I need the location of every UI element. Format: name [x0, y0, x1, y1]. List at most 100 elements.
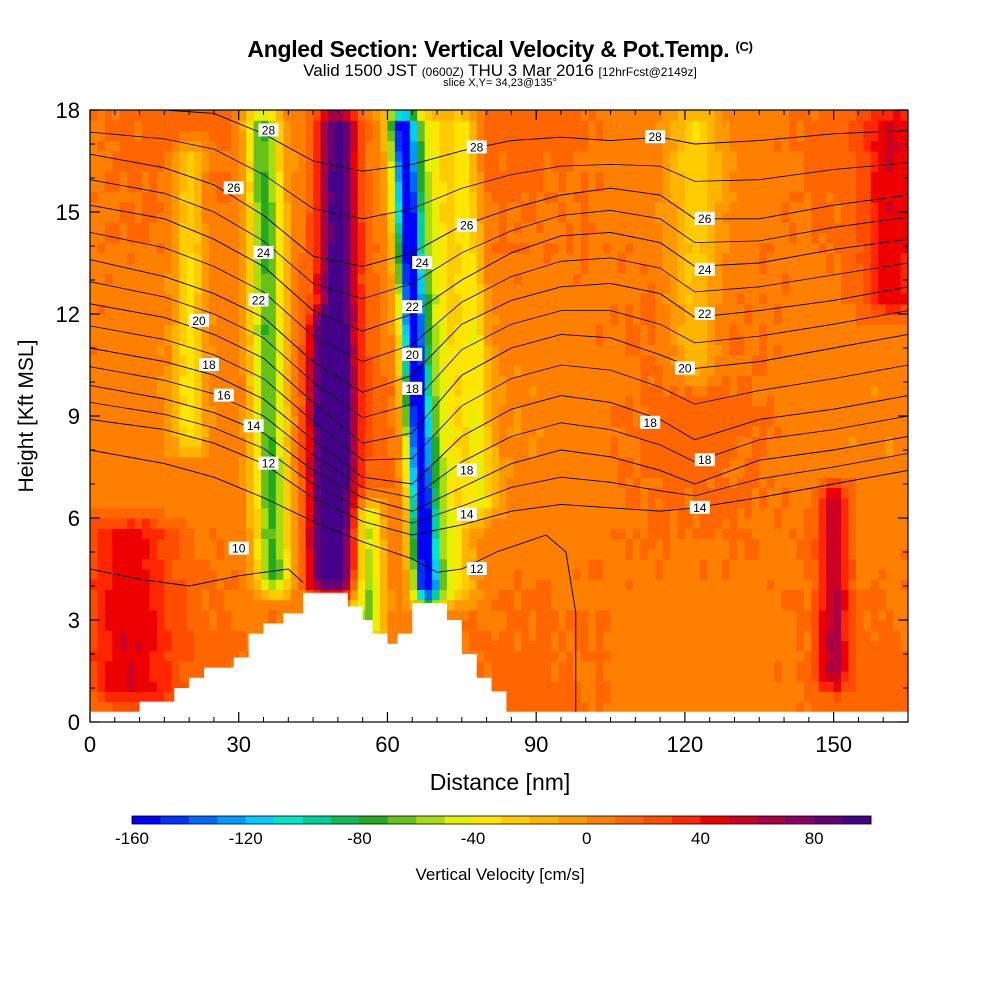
velocity-cell	[558, 365, 567, 376]
velocity-cell	[350, 365, 359, 376]
velocity-cell	[543, 201, 552, 213]
velocity-cell	[573, 487, 582, 499]
velocity-cell	[142, 181, 151, 193]
velocity-cell	[253, 518, 262, 529]
velocity-cell	[684, 487, 693, 499]
velocity-cell	[283, 456, 292, 468]
velocity-cell	[298, 538, 307, 550]
velocity-cell	[551, 395, 560, 407]
velocity-cell	[342, 354, 351, 366]
velocity-cell	[112, 110, 121, 121]
velocity-cell	[387, 538, 396, 550]
velocity-cell	[142, 477, 151, 488]
velocity-cell	[528, 263, 537, 274]
velocity-cell	[90, 130, 99, 142]
velocity-cell	[268, 283, 277, 295]
velocity-cell	[491, 416, 500, 427]
velocity-cell	[164, 273, 173, 284]
velocity-cell	[357, 222, 366, 233]
velocity-cell	[372, 201, 381, 213]
velocity-cell	[536, 650, 545, 662]
velocity-cell	[640, 110, 649, 121]
velocity-cell	[551, 426, 560, 437]
velocity-cell	[335, 324, 344, 335]
velocity-cell	[104, 528, 113, 539]
velocity-cell	[246, 212, 255, 223]
velocity-cell	[327, 507, 336, 519]
velocity-cell	[409, 150, 418, 162]
velocity-cell	[603, 599, 612, 611]
velocity-cell	[603, 161, 612, 172]
velocity-cell	[647, 354, 656, 366]
velocity-cell	[536, 120, 545, 131]
velocity-cell	[670, 334, 679, 346]
velocity-cell	[327, 528, 336, 539]
velocity-cell	[305, 487, 314, 499]
velocity-cell	[372, 518, 381, 529]
velocity-cell	[588, 283, 597, 295]
velocity-cell	[119, 150, 128, 162]
velocity-cell	[97, 467, 106, 478]
velocity-cell	[365, 426, 374, 437]
velocity-cell	[134, 212, 143, 223]
velocity-cell	[90, 477, 99, 488]
velocity-cell	[491, 110, 500, 121]
velocity-cell	[275, 599, 284, 611]
velocity-cell	[528, 416, 537, 427]
velocity-cell	[491, 191, 500, 203]
velocity-cell	[223, 660, 232, 672]
velocity-cell	[164, 558, 173, 570]
velocity-cell	[506, 171, 515, 182]
velocity-cell	[640, 191, 649, 203]
velocity-cell	[365, 558, 374, 570]
velocity-cell	[201, 446, 210, 458]
velocity-cell	[536, 589, 545, 601]
velocity-cell	[610, 344, 619, 356]
velocity-cell	[543, 467, 552, 478]
velocity-cell	[528, 538, 537, 550]
velocity-cell	[677, 232, 686, 244]
velocity-cell	[699, 518, 708, 529]
velocity-cell	[171, 681, 180, 692]
velocity-cell	[699, 293, 708, 305]
velocity-cell	[439, 222, 448, 233]
velocity-cell	[513, 252, 522, 264]
velocity-cell	[417, 130, 426, 142]
velocity-cell	[402, 477, 411, 488]
velocity-cell	[372, 487, 381, 499]
velocity-cell	[164, 436, 173, 448]
velocity-cell	[171, 314, 180, 325]
velocity-cell	[528, 130, 537, 142]
velocity-cell	[603, 467, 612, 478]
velocity-cell	[506, 487, 515, 499]
velocity-cell	[558, 446, 567, 458]
velocity-cell	[246, 110, 255, 121]
velocity-cell	[521, 130, 530, 142]
velocity-cell	[223, 334, 232, 346]
velocity-cell	[617, 191, 627, 203]
velocity-cell	[439, 181, 448, 193]
velocity-cell	[261, 110, 270, 121]
velocity-cell	[142, 344, 151, 356]
velocity-cell	[439, 446, 448, 458]
velocity-cell	[446, 232, 455, 244]
velocity-cell	[156, 487, 165, 499]
velocity-cell	[647, 681, 656, 692]
velocity-cell	[565, 232, 574, 244]
velocity-cell	[573, 212, 582, 223]
velocity-cell	[409, 334, 418, 346]
velocity-cell	[528, 181, 537, 193]
velocity-cell	[186, 324, 195, 335]
velocity-cell	[275, 395, 284, 407]
velocity-cell	[573, 324, 582, 335]
velocity-cell	[417, 548, 426, 560]
velocity-cell	[402, 426, 411, 437]
velocity-cell	[327, 273, 336, 284]
velocity-cell	[692, 405, 701, 417]
velocity-cell	[127, 620, 136, 631]
velocity-cell	[684, 273, 693, 284]
velocity-cell	[320, 222, 329, 233]
velocity-cell	[662, 446, 671, 458]
velocity-cell	[699, 548, 708, 560]
velocity-cell	[342, 375, 351, 386]
